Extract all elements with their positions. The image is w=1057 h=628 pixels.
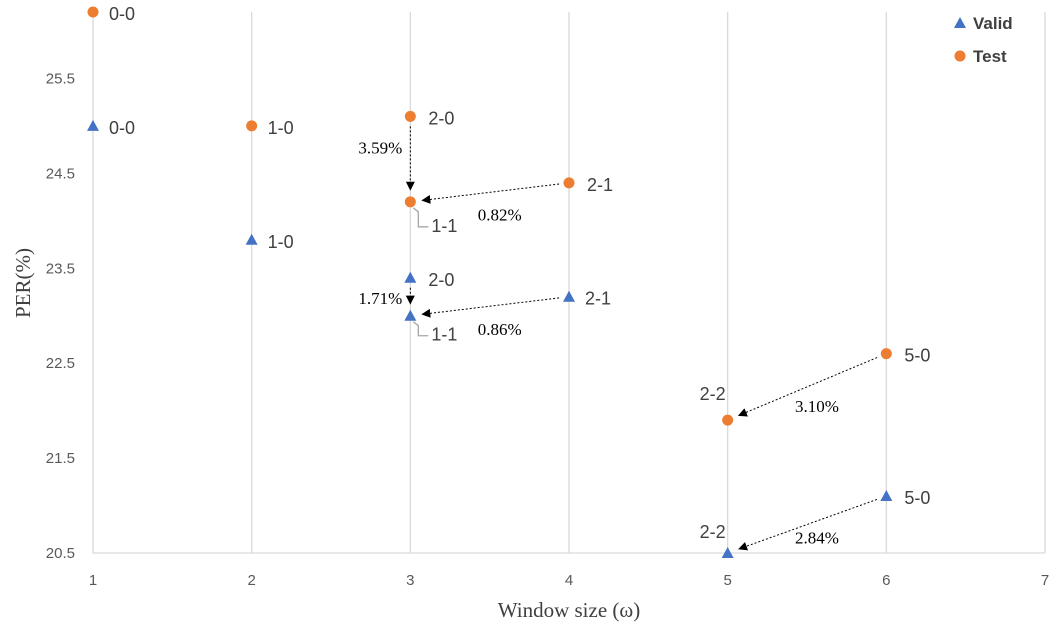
y-tick-label: 24.5 bbox=[46, 165, 75, 182]
x-tick-label: 2 bbox=[247, 572, 255, 589]
legend: Valid Test bbox=[954, 14, 1013, 66]
y-tick-label: 21.5 bbox=[46, 450, 75, 467]
difference-label: 2.84% bbox=[795, 529, 839, 548]
difference-label: 0.86% bbox=[478, 320, 522, 339]
x-tick-label: 5 bbox=[723, 572, 731, 589]
y-axis-title: PER(%) bbox=[11, 248, 35, 318]
point-label: 2-1 bbox=[587, 175, 613, 195]
valid-point-marker bbox=[87, 119, 99, 131]
difference-arrow bbox=[421, 297, 560, 318]
x-axis-title: Window size (ω) bbox=[498, 598, 640, 622]
y-tick-label: 22.5 bbox=[46, 355, 75, 372]
test-point-marker bbox=[404, 196, 416, 208]
test-point-marker bbox=[563, 177, 575, 189]
point-label: 2-0 bbox=[428, 108, 454, 128]
test-point-marker bbox=[87, 6, 99, 18]
difference-label: 0.82% bbox=[478, 205, 522, 224]
point-label: 1-1 bbox=[431, 325, 457, 345]
difference-label: 3.59% bbox=[358, 138, 402, 157]
valid-point-marker bbox=[563, 290, 575, 302]
point-label: 0-0 bbox=[109, 4, 135, 24]
difference-label: 1.71% bbox=[358, 289, 402, 308]
test-point-marker bbox=[246, 120, 258, 132]
point-label: 2-2 bbox=[700, 384, 726, 404]
point-labels: 0-0 1-0 2-0 1-1 2-1 2-2 5-0 0-0 1-0 2-0 1-1 2-1 2-2 5… bbox=[109, 4, 930, 542]
point-label: 1-0 bbox=[268, 118, 294, 138]
point-label: 1-0 bbox=[268, 232, 294, 252]
legend-label: Test bbox=[973, 47, 1007, 66]
difference-label: 3.10% bbox=[795, 397, 839, 416]
grid-lines bbox=[92, 12, 1046, 554]
x-tick-label: 7 bbox=[1041, 572, 1049, 589]
point-label: 2-0 bbox=[428, 270, 454, 290]
y-tick-label: 23.5 bbox=[46, 260, 75, 277]
valid-point-marker bbox=[880, 490, 893, 502]
legend-label: Valid bbox=[973, 14, 1013, 33]
x-tick-label: 1 bbox=[89, 572, 97, 589]
x-tick-label: 4 bbox=[565, 572, 573, 589]
legend-test-marker bbox=[954, 50, 966, 62]
data-points bbox=[87, 6, 893, 558]
legend-valid-marker bbox=[954, 17, 966, 28]
difference-arrow bbox=[737, 357, 878, 417]
point-label: 1-1 bbox=[431, 216, 457, 236]
difference-arrow bbox=[738, 498, 878, 551]
y-tick-label: 25.5 bbox=[46, 70, 75, 87]
point-label: 0-0 bbox=[109, 118, 135, 138]
valid-point-marker bbox=[404, 271, 417, 283]
difference-arrow bbox=[421, 183, 560, 204]
test-point-marker bbox=[722, 414, 734, 426]
x-tick-labels: 1 2 3 4 5 6 7 bbox=[89, 572, 1049, 589]
valid-point-marker bbox=[245, 233, 258, 245]
point-label: 5-0 bbox=[904, 488, 930, 508]
point-label: 5-0 bbox=[904, 346, 930, 366]
test-point-marker bbox=[880, 348, 892, 360]
valid-point-marker bbox=[404, 309, 417, 321]
test-point-marker bbox=[404, 110, 416, 122]
y-tick-label: 20.5 bbox=[46, 545, 75, 562]
difference-arrows: 3.59% 0.82% 1.71% 0.86% 3.10% 2.84% bbox=[358, 126, 878, 551]
point-label: 2-2 bbox=[700, 522, 726, 542]
valid-point-marker bbox=[721, 547, 734, 558]
label-leader-line bbox=[412, 207, 429, 228]
label-leader-line bbox=[412, 321, 429, 337]
x-tick-label: 3 bbox=[406, 572, 414, 589]
y-tick-labels: 20.5 21.5 22.5 23.5 24.5 25.5 bbox=[46, 70, 75, 562]
point-label: 2-1 bbox=[585, 289, 611, 309]
x-tick-label: 6 bbox=[882, 572, 890, 589]
